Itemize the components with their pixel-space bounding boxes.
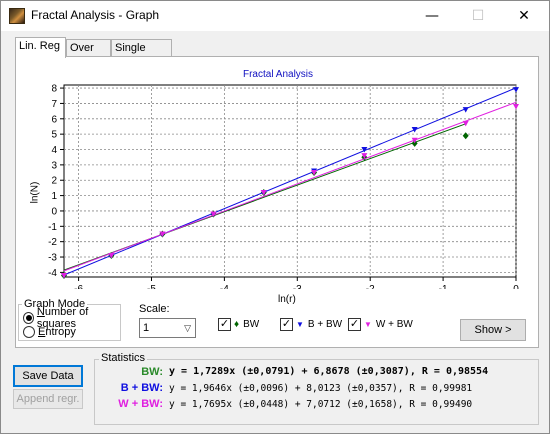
regression-line — [63, 101, 517, 272]
x-tick-label: -1 — [439, 284, 448, 289]
toggle-w-bw[interactable]: ✓ ▼ W + BW — [348, 318, 413, 331]
data-point — [361, 147, 368, 153]
y-tick-label: -4 — [48, 268, 57, 279]
y-tick-label: -2 — [48, 237, 57, 248]
y-tick-label: 1 — [51, 191, 57, 202]
y-tick-label: -1 — [48, 222, 57, 233]
y-axis-label: ln(N) — [29, 181, 41, 204]
x-tick-label: -5 — [147, 284, 156, 289]
toggle-label: W + BW — [375, 319, 413, 330]
statistics-title: Statistics — [99, 352, 148, 364]
stat-series-name: W + BW: — [118, 398, 163, 410]
stat-equation: y = 1,7695x (±0,0448) + 7,0712 (±0,1658)… — [169, 399, 473, 410]
x-tick-label: -6 — [74, 284, 83, 289]
tab-over-all[interactable]: Over All — [66, 39, 111, 70]
scale-value: 1 — [143, 322, 150, 334]
toggle-bw[interactable]: ✓ ♦ BW — [218, 318, 259, 331]
fractal-chart: -6 -5 -4 -3 -2 -1 0 -4 -3 -2 -1 0 1 2 3 4 5 6 7 8 — [48, 84, 519, 289]
y-tick-label: -3 — [48, 253, 57, 264]
y-tick-label: 6 — [51, 114, 57, 125]
data-point — [462, 132, 469, 140]
data-point — [210, 211, 217, 218]
x-axis-label: ln(r) — [278, 294, 296, 305]
data-point — [108, 252, 115, 259]
chart-title: Fractal Analysis — [242, 69, 314, 80]
triangle-marker-icon: ▼ — [364, 320, 372, 329]
stat-equation: y = 1,9646x (±0,0096) + 8,0123 (±0,0357)… — [169, 383, 473, 394]
title-bar[interactable]: Fractal Analysis - Graph — ☐ ✕ — [1, 1, 549, 31]
append-regr-button: Append regr. — [13, 389, 83, 409]
radio-indicator[interactable] — [23, 312, 34, 324]
checkbox-b-bw[interactable]: ✓ — [280, 318, 293, 331]
regression-line — [63, 87, 517, 276]
radio-entropy[interactable]: Entropy — [23, 325, 76, 339]
data-point — [513, 104, 519, 110]
radio-label: Number of squares — [36, 306, 89, 330]
tab-lin-reg[interactable]: Lin. Reg — [15, 37, 66, 58]
data-point — [311, 170, 318, 176]
scale-label: Scale: — [139, 303, 170, 315]
data-point — [159, 231, 166, 237]
radio-label: Entropy — [38, 326, 76, 338]
checkbox-w-bw[interactable]: ✓ — [348, 318, 361, 331]
y-tick-label: 7 — [51, 99, 57, 110]
minimize-button[interactable]: — — [425, 8, 439, 24]
data-point — [361, 153, 368, 159]
data-point — [462, 120, 469, 127]
stat-equation: y = 1,7289x (±0,0791) + 6,8678 (±0,3087)… — [169, 366, 489, 377]
y-tick-label: 3 — [51, 160, 57, 171]
x-tick-label: 0 — [513, 284, 519, 289]
statistics-group: Statistics BW: y = 1,7289x (±0,0791) + 6… — [94, 352, 539, 425]
data-point — [411, 139, 418, 147]
toggle-label: BW — [243, 319, 260, 330]
lin-reg-panel: Fractal Analysis -6 -5 -4 -3 -2 -1 0 -4 -3 -2 -1 0 1… — [15, 56, 539, 348]
toggle-b-bw[interactable]: ✓ ▼ B + BW — [280, 318, 342, 331]
graph-mode-title: Graph Mode — [22, 298, 88, 310]
scale-combo[interactable]: 1 ▽ — [139, 318, 196, 338]
data-point — [260, 190, 267, 196]
y-tick-label: 8 — [51, 84, 57, 95]
data-point — [411, 127, 418, 133]
checkbox-bw[interactable]: ✓ — [218, 318, 231, 331]
data-point — [61, 272, 67, 279]
y-tick-label: 0 — [51, 206, 57, 217]
x-tick-label: -2 — [366, 284, 375, 289]
close-button[interactable]: ✕ — [518, 8, 530, 24]
show-button[interactable]: Show > — [460, 319, 526, 341]
graph-mode-group: Graph Mode Number of squares Entropy — [18, 298, 121, 341]
app-icon — [9, 8, 25, 24]
y-tick-label: 2 — [51, 176, 57, 187]
stat-series-name: B + BW: — [120, 382, 163, 394]
save-data-button[interactable]: Save Data — [13, 365, 83, 387]
radio-indicator[interactable] — [23, 326, 35, 338]
stat-series-name: BW: — [141, 366, 163, 378]
y-tick-label: 5 — [51, 130, 57, 141]
maximize-button: ☐ — [471, 8, 485, 24]
chevron-down-icon[interactable]: ▽ — [184, 323, 191, 333]
data-point — [411, 137, 418, 144]
toggle-label: B + BW — [307, 319, 343, 330]
radio-number-of-squares[interactable]: Number of squares — [23, 306, 120, 330]
x-tick-label: -3 — [293, 284, 302, 289]
diamond-marker-icon: ♦ — [234, 319, 240, 330]
x-tick-label: -4 — [220, 284, 229, 289]
data-point — [462, 107, 469, 113]
y-tick-label: 4 — [51, 145, 57, 156]
tab-single-step[interactable]: Single Step — [111, 39, 172, 70]
window-title: Fractal Analysis - Graph — [31, 8, 160, 22]
triangle-marker-icon: ▼ — [296, 320, 304, 329]
data-point — [513, 87, 519, 93]
